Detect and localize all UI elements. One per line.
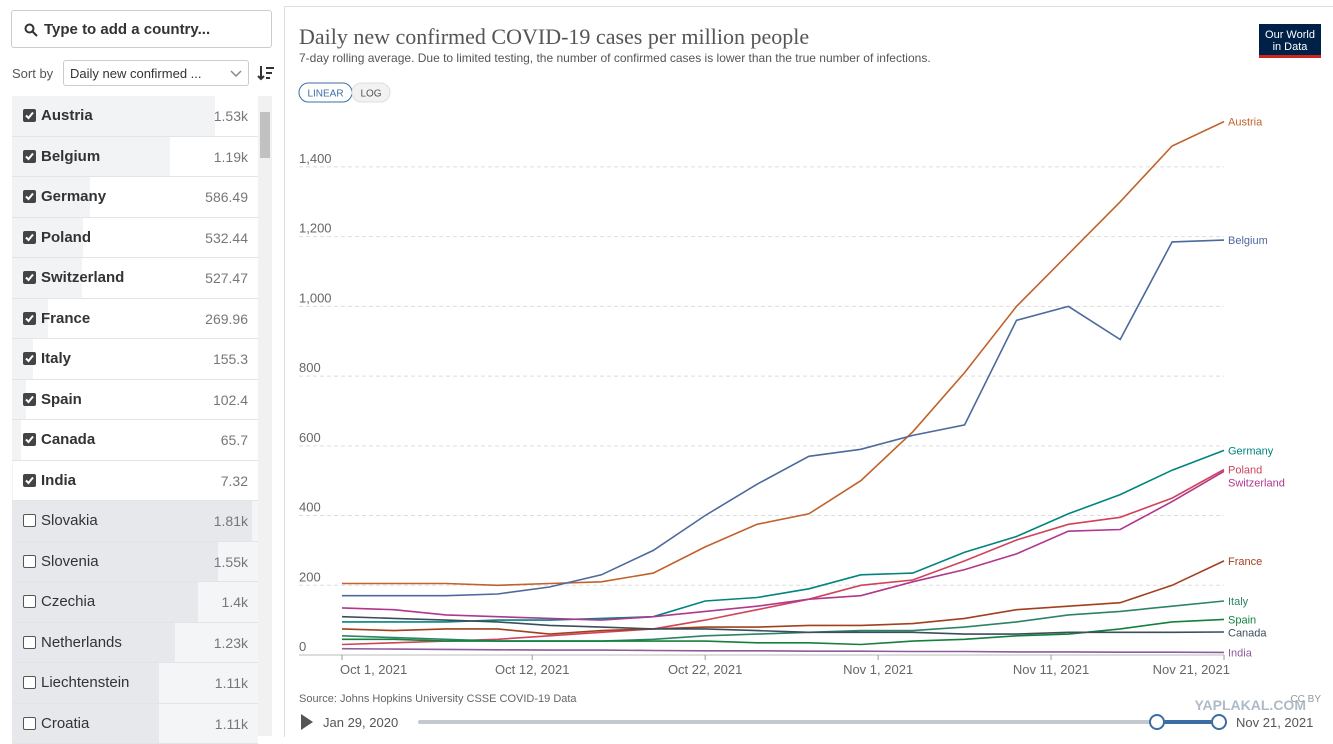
dropdown-arrow xyxy=(230,70,242,78)
checkbox[interactable] xyxy=(23,474,36,487)
checkbox[interactable] xyxy=(23,595,36,608)
country-value: 527.47 xyxy=(205,270,248,286)
checkbox[interactable] xyxy=(23,352,36,365)
sidebar: Type to add a country... Sort by Daily n… xyxy=(0,0,280,736)
country-row[interactable]: Spain 102.4 xyxy=(12,380,258,421)
value-bar xyxy=(12,461,13,501)
sort-value: Daily new confirmed ... xyxy=(70,66,202,81)
country-row[interactable]: France 269.96 xyxy=(12,299,258,340)
country-name: Czechia xyxy=(41,593,95,610)
scroll-thumb[interactable] xyxy=(260,112,270,158)
checkbox[interactable] xyxy=(23,190,36,203)
country-value: 155.3 xyxy=(213,351,248,367)
country-name: Spain xyxy=(41,391,82,408)
country-value: 586.49 xyxy=(205,189,248,205)
sort-label: Sort by xyxy=(12,66,53,81)
country-name: France xyxy=(41,310,90,327)
country-row[interactable]: Slovenia 1.55k xyxy=(12,542,258,583)
scrollbar[interactable] xyxy=(258,96,272,736)
checkbox[interactable] xyxy=(23,514,36,527)
value-bar xyxy=(12,420,21,460)
country-row[interactable]: Switzerland 527.47 xyxy=(12,258,258,299)
search-box[interactable]: Type to add a country... xyxy=(11,10,272,48)
search-icon xyxy=(24,23,38,37)
country-value: 1.11k xyxy=(215,675,248,691)
checkbox[interactable] xyxy=(23,555,36,568)
checkbox[interactable] xyxy=(23,433,36,446)
checkbox[interactable] xyxy=(23,717,36,730)
checkbox[interactable] xyxy=(23,150,36,163)
country-row[interactable]: Austria 1.53k xyxy=(12,96,258,137)
country-name: India xyxy=(41,472,76,489)
country-row[interactable]: Germany 586.49 xyxy=(12,177,258,218)
country-name: Germany xyxy=(41,188,106,205)
country-value: 532.44 xyxy=(205,230,248,246)
country-value: 1.55k xyxy=(214,554,248,570)
country-value: 1.23k xyxy=(214,635,248,651)
country-row[interactable]: Croatia 1.11k xyxy=(12,704,258,744)
sort-select[interactable]: Daily new confirmed ... xyxy=(63,60,249,86)
country-row[interactable]: Belgium 1.19k xyxy=(12,137,258,178)
country-name: Switzerland xyxy=(41,269,124,286)
country-row[interactable]: Netherlands 1.23k xyxy=(12,623,258,664)
search-placeholder: Type to add a country... xyxy=(44,21,210,38)
country-name: Canada xyxy=(41,431,95,448)
checkbox[interactable] xyxy=(23,109,36,122)
country-row[interactable]: Liechtenstein 1.11k xyxy=(12,663,258,704)
country-value: 7.32 xyxy=(221,473,248,489)
country-row[interactable]: Canada 65.7 xyxy=(12,420,258,461)
country-row[interactable]: Italy 155.3 xyxy=(12,339,258,380)
country-value: 1.19k xyxy=(214,149,248,165)
country-row[interactable]: Slovakia 1.81k xyxy=(12,501,258,542)
country-row[interactable]: Czechia 1.4k xyxy=(12,582,258,623)
country-name: Liechtenstein xyxy=(41,674,129,691)
country-list: Austria 1.53k Belgium 1.19k Germany 586.49 Pol… xyxy=(12,96,258,744)
country-name: Italy xyxy=(41,350,71,367)
country-name: Belgium xyxy=(41,148,100,165)
checkbox[interactable] xyxy=(23,636,36,649)
country-value: 269.96 xyxy=(205,311,248,327)
country-name: Austria xyxy=(41,107,93,124)
checkbox[interactable] xyxy=(23,312,36,325)
country-row[interactable]: Poland 532.44 xyxy=(12,218,258,259)
chart-panel xyxy=(284,6,1333,737)
country-value: 102.4 xyxy=(213,392,248,408)
checkbox[interactable] xyxy=(23,393,36,406)
country-value: 1.11k xyxy=(215,716,248,732)
country-name: Slovakia xyxy=(41,512,98,529)
country-value: 1.53k xyxy=(214,108,248,124)
value-bar xyxy=(12,582,198,622)
country-name: Poland xyxy=(41,229,91,246)
country-value: 1.4k xyxy=(222,594,248,610)
country-value: 1.81k xyxy=(214,513,248,529)
sort-order-button[interactable] xyxy=(257,64,275,82)
country-name: Netherlands xyxy=(41,634,122,651)
country-row[interactable]: India 7.32 xyxy=(12,461,258,502)
checkbox[interactable] xyxy=(23,271,36,284)
checkbox[interactable] xyxy=(23,231,36,244)
country-name: Croatia xyxy=(41,715,89,732)
country-name: Slovenia xyxy=(41,553,99,570)
country-value: 65.7 xyxy=(221,432,248,448)
checkbox[interactable] xyxy=(23,676,36,689)
